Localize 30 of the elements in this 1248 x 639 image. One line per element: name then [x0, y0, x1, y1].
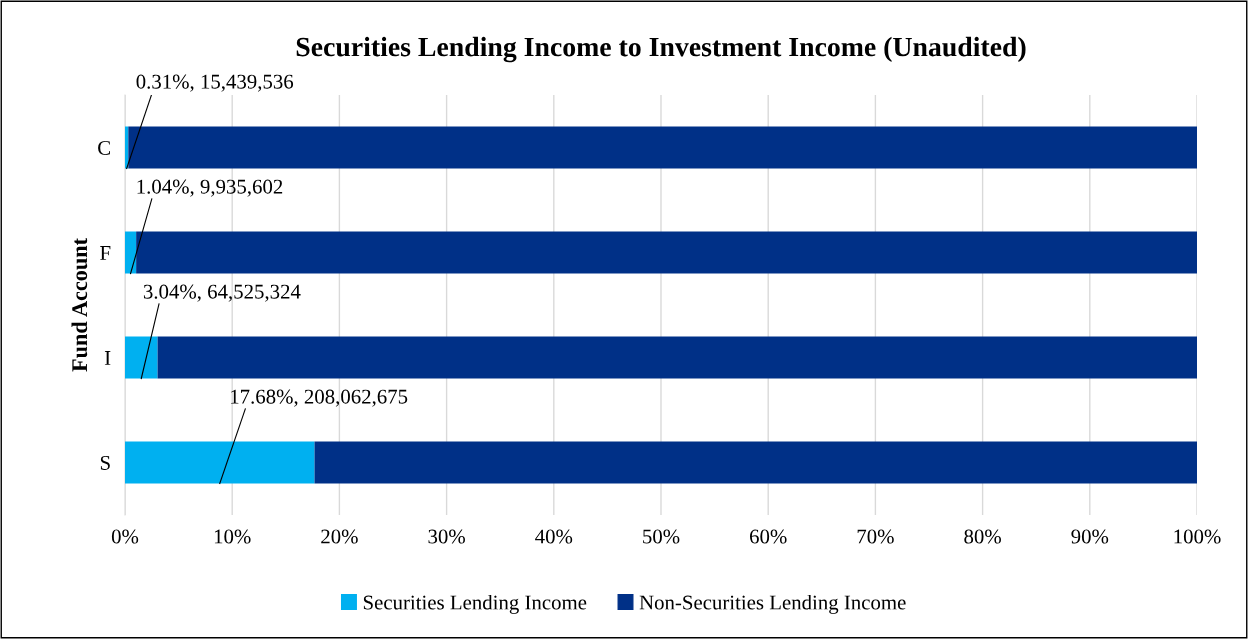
y-tick-label: C: [98, 140, 110, 155]
legend-label: Securities Lending Income: [363, 594, 587, 614]
bar: [314, 441, 1197, 484]
data-label: 0.31%, 15,439,536: [136, 74, 294, 92]
bar: [136, 231, 1197, 274]
bar: [128, 126, 1197, 169]
y-tick-label: I: [104, 351, 111, 365]
data-label: 1.04%, 9,935,602: [137, 179, 283, 197]
x-tick-label: 30%: [428, 529, 465, 544]
x-tick-label: 80%: [964, 529, 1001, 544]
data-label: 3.04%, 64,525,324: [143, 284, 301, 302]
x-tick-label: 100%: [1174, 529, 1221, 544]
x-tick-label: 40%: [535, 529, 573, 544]
x-tick-label: 60%: [750, 529, 787, 544]
x-tick-label: 20%: [321, 529, 358, 544]
bar: [125, 336, 158, 379]
y-tick-label: S: [100, 455, 110, 470]
bar: [125, 441, 315, 484]
chart-title: Securities Lending Income to Investment Income (Unaudited): [296, 36, 1026, 63]
x-tick-label: 10%: [214, 529, 251, 544]
y-axis-title: Fund Account: [71, 238, 88, 372]
bar: [125, 231, 137, 274]
bar: [157, 336, 1197, 379]
x-tick-label: 90%: [1071, 529, 1109, 544]
x-tick-label: 50%: [643, 529, 680, 544]
legend-label: Non-Securities Lending Income: [639, 594, 906, 614]
data-label: 17.68%, 208,062,675: [231, 389, 408, 407]
y-tick-label: F: [100, 246, 111, 260]
x-tick-label: 0%: [111, 529, 139, 544]
x-tick-label: 70%: [857, 529, 894, 544]
